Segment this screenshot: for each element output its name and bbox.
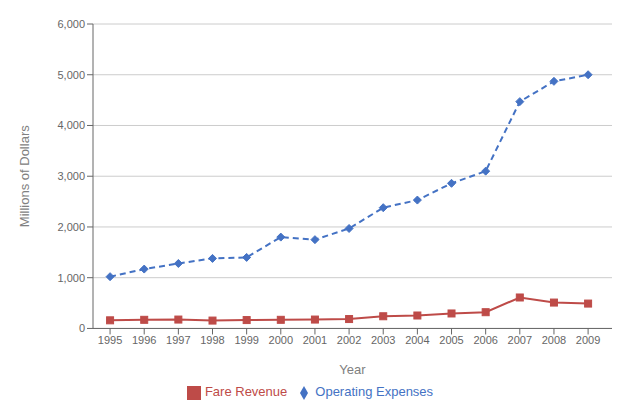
html-text:Fare Revenue: Fare Revenue <box>204 384 288 400</box>
svg-text:Year: Year <box>339 362 366 377</box>
svg-text:2000: 2000 <box>269 334 293 346</box>
svg-text:2006: 2006 <box>473 334 497 346</box>
svg-text:1997: 1997 <box>166 334 190 346</box>
svg-text:6,000: 6,000 <box>57 18 85 30</box>
svg-text:2002: 2002 <box>337 334 361 346</box>
svg-text:2008: 2008 <box>542 334 566 346</box>
svg-text:2001: 2001 <box>303 334 327 346</box>
html-text:Operating Expenses: Operating Expenses <box>315 384 434 400</box>
svg-text:3,000: 3,000 <box>57 170 85 182</box>
svg-text:2,000: 2,000 <box>57 221 85 233</box>
svg-text:1999: 1999 <box>234 334 258 346</box>
svg-text:Millions of Dollars: Millions of Dollars <box>17 125 32 227</box>
svg-text:5,000: 5,000 <box>57 69 85 81</box>
svg-text:1998: 1998 <box>200 334 224 346</box>
svg-text:2007: 2007 <box>508 334 532 346</box>
svg-text:1996: 1996 <box>132 334 156 346</box>
svg-text:2004: 2004 <box>405 334 429 346</box>
svg-text:1995: 1995 <box>98 334 122 346</box>
svg-text:4,000: 4,000 <box>57 119 85 131</box>
svg-text:2009: 2009 <box>576 334 600 346</box>
svg-text:2005: 2005 <box>439 334 463 346</box>
svg-text:2003: 2003 <box>371 334 395 346</box>
svg-text:1,000: 1,000 <box>57 272 85 284</box>
svg-text:0: 0 <box>79 322 85 334</box>
